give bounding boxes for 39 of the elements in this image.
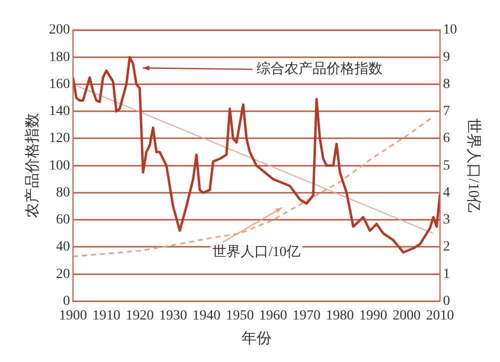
- series-label: 世界人口/10亿: [212, 244, 300, 260]
- text: 综合农产品价格指数: [256, 60, 382, 77]
- y-tick-label: 60: [56, 212, 70, 228]
- y2-tick-label: 5: [443, 158, 450, 174]
- y2-tick-label: 7: [443, 104, 450, 120]
- y2-tick-label: 3: [443, 212, 450, 228]
- y-tick-label: 120: [49, 131, 70, 146]
- y-tick-label: 0: [63, 294, 70, 309]
- x-axis-title: 年份: [242, 330, 272, 347]
- y2-tick-label: 2: [443, 240, 450, 255]
- y-axis-title: 农产品价格指数: [24, 113, 41, 218]
- y2-tick-label: 8: [443, 76, 450, 92]
- x-tick-label: 1960: [259, 308, 288, 324]
- y2-tick-label: 10: [443, 22, 457, 38]
- x-tick-label: 2010: [426, 308, 454, 324]
- y-tick-label: 180: [49, 50, 70, 65]
- y-tick-label: 140: [49, 104, 70, 120]
- x-tick-label: 1940: [192, 308, 220, 324]
- x-tick-label: 1900: [59, 308, 87, 324]
- y2-tick-label: 4: [443, 185, 450, 200]
- y2-tick-label: 9: [443, 50, 450, 65]
- x-tick-label: 2000: [392, 308, 421, 324]
- y-tick-label: 200: [49, 22, 70, 38]
- x-tick-label: 1980: [326, 308, 354, 324]
- x-tick-label: 1910: [92, 308, 120, 324]
- y-tick-label: 40: [56, 240, 70, 255]
- y-tick-label: 80: [56, 185, 70, 200]
- y2-axis-title: 世界人口/10亿: [465, 118, 482, 213]
- x-tick-label: 1950: [226, 308, 254, 324]
- y-tick-label: 20: [56, 266, 70, 282]
- y-tick-label: 160: [49, 76, 70, 92]
- y-tick-label: 100: [49, 158, 70, 174]
- y2-tick-label: 0: [443, 294, 450, 309]
- x-tick-label: 1920: [126, 308, 154, 324]
- y2-tick-label: 6: [443, 131, 450, 146]
- y2-tick-label: 1: [443, 266, 450, 282]
- x-tick-label: 1990: [359, 308, 388, 324]
- x-tick-label: 1970: [292, 308, 321, 324]
- x-tick-label: 1930: [159, 308, 188, 324]
